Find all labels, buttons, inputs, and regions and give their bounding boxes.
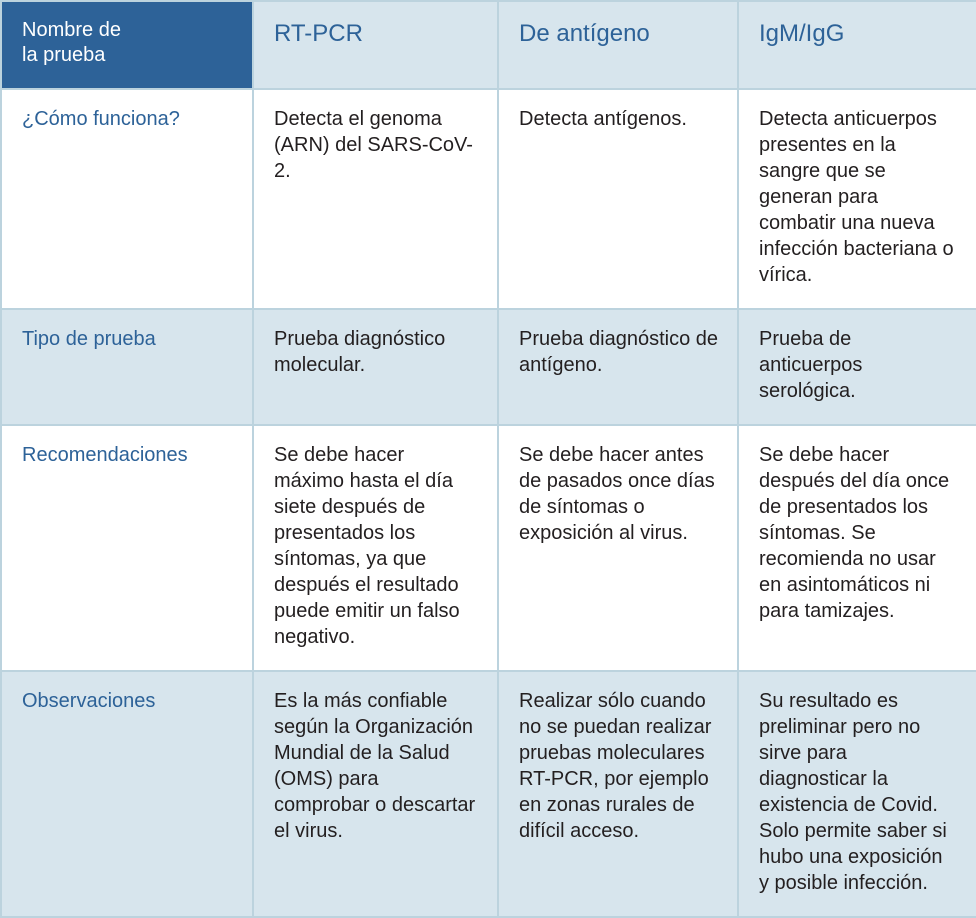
cell-como-funciona-igmigg: Detecta anticuerpos presentes en la sang… (738, 89, 976, 309)
cell-recomendaciones-antigeno: Se debe hacer antes de pasados once días… (498, 425, 738, 671)
cell-observaciones-rtpcr: Es la más confiable según la Organizació… (253, 671, 498, 917)
cell-como-funciona-antigeno: Detecta antígenos. (498, 89, 738, 309)
header-label-cell: Nombre de la prueba (1, 1, 253, 89)
cell-tipo-antigeno: Prueba diagnóstico de antígeno. (498, 309, 738, 425)
cell-tipo-rtpcr: Prueba diagnóstico molecular. (253, 309, 498, 425)
cell-recomendaciones-rtpcr: Se debe hacer máximo hasta el día siete … (253, 425, 498, 671)
table-row: ¿Cómo funciona? Detecta el genoma (ARN) … (1, 89, 976, 309)
row-label-como-funciona: ¿Cómo funciona? (1, 89, 253, 309)
table-row: Recomendaciones Se debe hacer máximo has… (1, 425, 976, 671)
header-col-igmigg: IgM/IgG (738, 1, 976, 89)
header-col-rtpcr: RT-PCR (253, 1, 498, 89)
table-row: Tipo de prueba Prueba diagnóstico molecu… (1, 309, 976, 425)
header-row: Nombre de la prueba RT-PCR De antígeno I… (1, 1, 976, 89)
row-label-observaciones: Observaciones (1, 671, 253, 917)
row-label-recomendaciones: Recomendaciones (1, 425, 253, 671)
covid-tests-table: Nombre de la prueba RT-PCR De antígeno I… (0, 0, 976, 918)
cell-observaciones-igmigg: Su resultado es preliminar pero no sirve… (738, 671, 976, 917)
cell-observaciones-antigeno: Realizar sólo cuando no se puedan realiz… (498, 671, 738, 917)
header-col-antigeno: De antígeno (498, 1, 738, 89)
cell-recomendaciones-igmigg: Se debe hacer después del día once de pr… (738, 425, 976, 671)
table-row: Observaciones Es la más confiable según … (1, 671, 976, 917)
cell-como-funciona-rtpcr: Detecta el genoma (ARN) del SARS-CoV-2. (253, 89, 498, 309)
header-label-line1: Nombre de (22, 19, 121, 41)
header-label-line2: la prueba (22, 44, 105, 66)
cell-tipo-igmigg: Prueba de anticuerpos serológica. (738, 309, 976, 425)
row-label-tipo: Tipo de prueba (1, 309, 253, 425)
